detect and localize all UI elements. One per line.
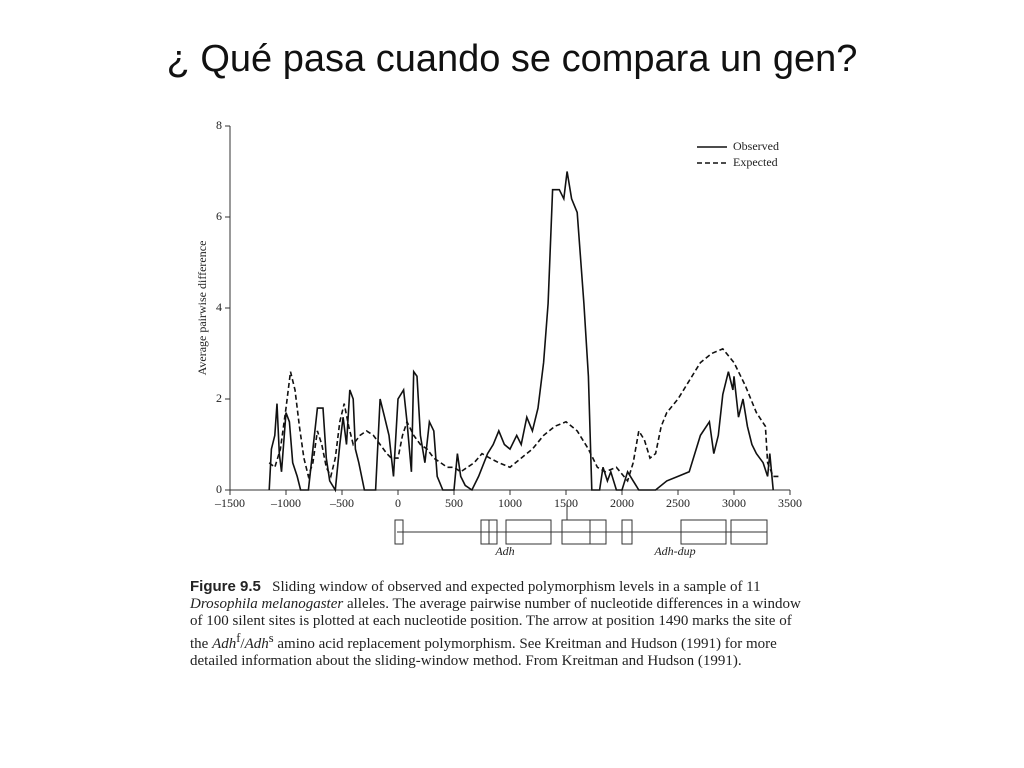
y-tick-label: 0	[216, 482, 222, 496]
caption-text: s	[268, 631, 274, 645]
gene-diagram	[394, 505, 768, 545]
series-line	[268, 171, 774, 493]
x-tick-label: –1500	[214, 496, 245, 510]
x-tick-label: 2000	[610, 496, 634, 510]
x-tick-label: 3500	[778, 496, 802, 510]
legend-label: Observed	[733, 139, 779, 153]
series-line	[268, 347, 779, 483]
gene-label: Adh	[494, 544, 514, 558]
x-tick-label: 500	[445, 496, 463, 510]
y-axis-label: Average pairwise difference	[195, 241, 209, 376]
caption-text: amino acid replacement polymorphism. See…	[190, 636, 777, 669]
caption-text: alleles. The average pairwise number of …	[190, 596, 801, 652]
x-tick-label: 1500	[554, 496, 578, 510]
figure-caption: Figure 9.5 Sliding window of observed an…	[190, 578, 810, 670]
gene-label: Adh-dup	[653, 544, 695, 558]
y-tick-label: 6	[216, 209, 222, 223]
y-tick-label: 8	[216, 118, 222, 132]
caption-text: /	[240, 636, 245, 652]
caption-text: f	[236, 631, 241, 645]
caption-text: Sliding window of observed and expected …	[272, 579, 761, 595]
caption-label: Figure 9.5	[190, 578, 261, 595]
x-tick-label: 3000	[722, 496, 746, 510]
caption-text: Adh	[244, 636, 269, 652]
y-tick-label: 4	[216, 300, 222, 314]
x-tick-label: –1000	[270, 496, 301, 510]
caption-text: Adh	[212, 636, 237, 652]
slide-title: ¿ Qué pasa cuando se compara un gen?	[166, 38, 858, 80]
x-tick-label: 2500	[666, 496, 690, 510]
x-tick-label: 1000	[498, 496, 522, 510]
x-tick-label: 0	[395, 496, 401, 510]
x-tick-label: –500	[329, 496, 354, 510]
y-tick-label: 2	[216, 391, 222, 405]
legend-label: Expected	[733, 155, 778, 169]
caption-text: Drosophila melanogaster	[190, 596, 344, 612]
